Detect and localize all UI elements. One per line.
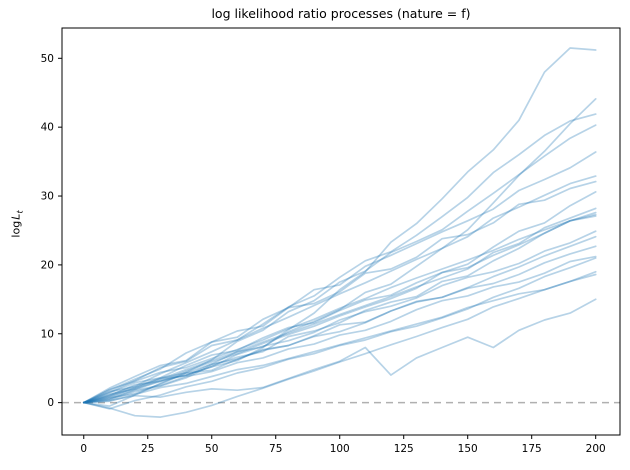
- llr-process-line-process-12: [82, 230, 597, 404]
- x-tick-label: 150: [458, 443, 478, 455]
- llr-process-line-process-18: [82, 298, 597, 404]
- llr-process-line-process-01: [82, 47, 597, 404]
- y-axis-label-variable: L: [9, 213, 23, 220]
- x-tick-label: 125: [394, 443, 414, 455]
- llr-process-line-process-06: [82, 175, 597, 404]
- x-tick-label: 0: [80, 443, 87, 455]
- llr-process-line-process-20: [82, 273, 597, 404]
- llr-process-line-process-14: [82, 245, 597, 404]
- llr-process-line-process-09: [82, 207, 597, 404]
- llr-process-line-process-11: [82, 215, 597, 404]
- llr-process-line-process-17: [82, 270, 597, 418]
- y-axis-label: log Lt: [9, 210, 24, 237]
- y-axis-label-prefix: log: [9, 220, 23, 238]
- chart-title: log likelihood ratio processes (nature =…: [211, 6, 471, 21]
- llr-process-line-process-07: [82, 180, 597, 404]
- llr-process-line-process-03: [82, 113, 597, 404]
- llr-process-line-process-13: [82, 235, 597, 404]
- x-tick-label: 100: [330, 443, 350, 455]
- llr-process-line-process-08: [82, 191, 597, 404]
- x-tick-label: 175: [522, 443, 542, 455]
- x-tick-label: 75: [269, 443, 282, 455]
- llr-process-line-process-15: [82, 255, 597, 404]
- x-tick-label: 200: [586, 443, 606, 455]
- llr-process-line-process-02: [82, 98, 597, 404]
- llr-process-line-process-04: [82, 124, 597, 407]
- y-axis-label-subscript: t: [15, 210, 25, 214]
- y-tick-label: 0: [47, 397, 54, 409]
- x-tick-label: 50: [205, 443, 218, 455]
- plot-border: [61, 27, 621, 436]
- y-tick-label: 20: [41, 259, 54, 271]
- x-tick-label: 25: [141, 443, 154, 455]
- y-tick-label: 50: [41, 53, 54, 65]
- llr-process-line-process-05: [82, 151, 597, 404]
- y-tick-label: 40: [41, 122, 54, 134]
- llr-process-line-process-19: [82, 213, 597, 404]
- y-tick-label: 10: [41, 328, 54, 340]
- llr-process-line-process-16: [82, 257, 597, 410]
- y-tick-label: 30: [41, 191, 54, 203]
- llr-process-line-process-10: [82, 211, 597, 404]
